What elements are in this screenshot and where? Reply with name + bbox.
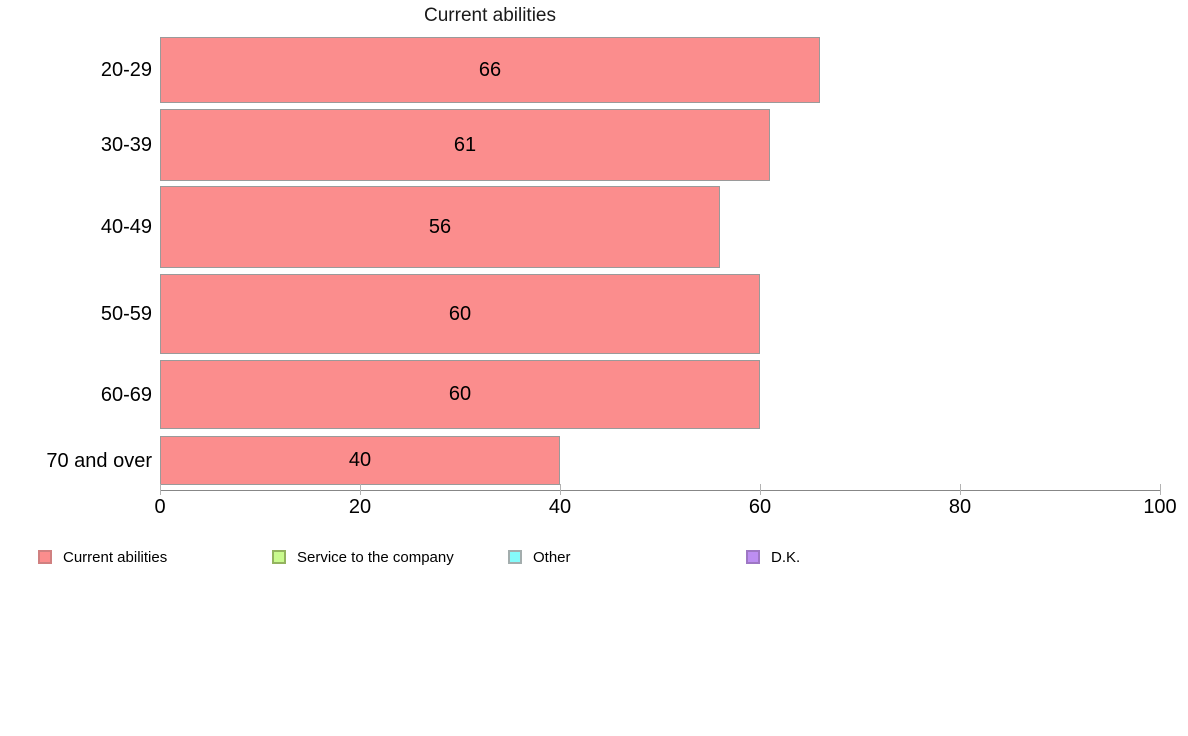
legend-swatch-icon — [272, 550, 286, 564]
legend-label: Current abilities — [63, 548, 168, 566]
x-tick-mark — [560, 484, 561, 495]
x-tick-label: 60 — [748, 496, 772, 518]
x-tick-label: 80 — [948, 496, 972, 518]
chart-title: Current abilities — [424, 5, 556, 26]
bar-value-label: 60 — [448, 383, 472, 405]
legend-label: D.K. — [771, 548, 801, 566]
bar-value-label: 60 — [448, 303, 472, 325]
bar-70-and-over: 40 — [160, 436, 560, 485]
legend-item-current-abilities: Current abilities — [38, 548, 167, 566]
x-axis-line — [160, 490, 1161, 491]
legend-swatch-icon — [746, 550, 760, 564]
bar-60-69: 60 — [160, 360, 760, 429]
bar-20-29: 66 — [160, 37, 820, 103]
bar-40-49: 56 — [160, 186, 720, 268]
bar-30-39: 61 — [160, 109, 770, 181]
category-label: 20-29 — [100, 59, 152, 81]
legend-item-service-to-the-company: Service to the company — [272, 548, 454, 566]
legend-swatch-icon — [38, 550, 52, 564]
bar-value-label: 56 — [428, 216, 452, 238]
legend-swatch-icon — [508, 550, 522, 564]
bar-50-59: 60 — [160, 274, 760, 354]
category-label: 70 and over — [46, 449, 152, 472]
category-label: 50-59 — [100, 303, 152, 325]
x-tick-mark — [360, 484, 361, 495]
x-tick-label: 0 — [154, 496, 166, 518]
x-tick-label: 100 — [1143, 496, 1177, 518]
category-label: 60-69 — [100, 383, 152, 406]
x-tick-mark — [760, 484, 761, 495]
x-tick-mark — [160, 484, 161, 495]
category-label: 30-39 — [100, 134, 152, 156]
legend-item-other: Other — [508, 548, 571, 566]
x-tick-mark — [1160, 484, 1161, 495]
legend-label: Other — [533, 548, 571, 566]
category-label: 40-49 — [100, 216, 152, 238]
bar-value-label: 40 — [348, 449, 372, 471]
legend-label: Service to the company — [297, 548, 454, 566]
x-tick-label: 20 — [348, 496, 372, 518]
bar-value-label: 61 — [453, 134, 477, 156]
x-tick-mark — [960, 484, 961, 495]
bar-value-label: 66 — [478, 59, 502, 81]
x-tick-label: 40 — [548, 496, 572, 518]
legend-item-d-k-: D.K. — [746, 548, 800, 566]
